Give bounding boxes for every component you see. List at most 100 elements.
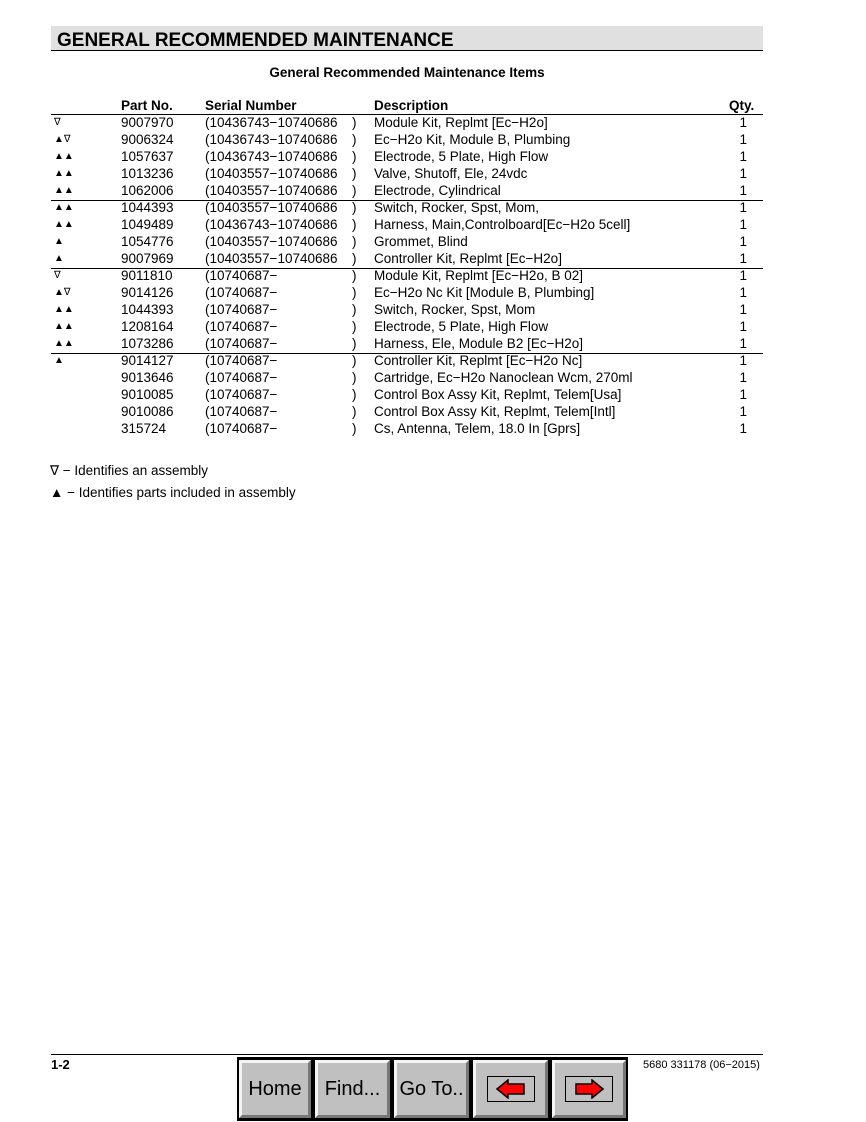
description: Switch, Rocker, Spst, Mom, <box>374 200 540 215</box>
table-row: 9010085 (10740687−) Control Box Assy Kit, … <box>0 387 866 404</box>
serial-close: ) <box>352 217 357 232</box>
serial-close: ) <box>352 115 357 130</box>
quantity: 1 <box>739 217 747 232</box>
table-row: ▲▲ 1062006 (10403557−10740686) Electrode, C… <box>0 183 866 200</box>
assembly-marker: ▲∇ <box>54 134 71 145</box>
part-number: 1044393 <box>121 200 174 215</box>
description: Harness, Ele, Module B2 [Ec−H2o] <box>374 336 583 351</box>
serial-close: ) <box>352 421 357 436</box>
table-row: ∇ 9007970 (10436743−10740686) Module Kit, R… <box>0 115 866 132</box>
description: Valve, Shutoff, Ele, 24vdc <box>374 166 528 181</box>
serial-close: ) <box>352 387 357 402</box>
serial-number: (10740687− <box>205 302 278 317</box>
col-desc: Description <box>374 98 449 113</box>
serial-number: (10740687− <box>205 387 278 402</box>
quantity: 1 <box>739 285 747 300</box>
description: Grommet, Blind <box>374 234 468 249</box>
part-number: 1054776 <box>121 234 174 249</box>
prev-page-button[interactable] <box>473 1060 548 1118</box>
part-number: 1073286 <box>121 336 174 351</box>
quantity: 1 <box>739 183 747 198</box>
serial-close: ) <box>352 166 357 181</box>
serial-close: ) <box>352 200 357 215</box>
serial-number: (10740687− <box>205 370 278 385</box>
assembly-marker: ▲▲ <box>54 168 74 179</box>
part-number: 9011810 <box>121 268 173 283</box>
assembly-marker: ▲ <box>54 236 64 247</box>
part-number: 1208164 <box>121 319 174 334</box>
serial-close: ) <box>352 353 357 368</box>
assembly-marker: ▲▲ <box>54 338 74 349</box>
table-row: ▲▲ 1044393 (10740687−) Switch, Rocker, Spst… <box>0 302 866 319</box>
footer-line <box>51 1054 763 1055</box>
quantity: 1 <box>739 149 747 164</box>
quantity: 1 <box>739 268 747 283</box>
serial-close: ) <box>352 268 357 283</box>
right-arrow-icon <box>575 1079 605 1099</box>
table-row: ∇ 9011810 (10740687−) Module Kit, Replmt [E… <box>0 268 866 285</box>
table-row: ▲ 1054776 (10403557−10740686) Grommet, Blin… <box>0 234 866 251</box>
table-row: ▲▲ 1013236 (10403557−10740686) Valve, Shuto… <box>0 166 866 183</box>
part-number: 9010085 <box>121 387 174 402</box>
assembly-marker: ▲▲ <box>54 304 74 315</box>
serial-close: ) <box>352 404 357 419</box>
serial-close: ) <box>352 336 357 351</box>
description: Controller Kit, Replmt [Ec−H2o] <box>374 251 562 266</box>
description: Ec−H2o Nc Kit [Module B, Plumbing] <box>374 285 595 300</box>
table-row: ▲ 9014127 (10740687−) Controller Kit, Replm… <box>0 353 866 370</box>
serial-close: ) <box>352 319 357 334</box>
quantity: 1 <box>739 319 747 334</box>
part-number: 315724 <box>121 421 167 436</box>
assembly-marker: ▲▲ <box>54 219 74 230</box>
serial-close: ) <box>352 132 357 147</box>
serial-number: (10403557−10740686 <box>205 200 338 215</box>
quantity: 1 <box>739 336 747 351</box>
left-arrow-icon <box>495 1079 525 1099</box>
doc-number: 5680 331178 (06−2015) <box>643 1059 760 1071</box>
legend-parts: ▲ − Identifies parts included in assembl… <box>50 485 296 500</box>
quantity: 1 <box>739 387 747 402</box>
quantity: 1 <box>739 115 747 130</box>
quantity: 1 <box>739 166 747 181</box>
part-number: 1062006 <box>121 183 174 198</box>
description: Module Kit, Replmt [Ec−H2o] <box>374 115 548 130</box>
description: Module Kit, Replmt [Ec−H2o, B 02] <box>374 268 583 283</box>
part-number: 9013646 <box>121 370 174 385</box>
group-divider <box>51 268 763 269</box>
part-number: 9007970 <box>121 115 174 130</box>
col-serial: Serial Number <box>205 98 297 113</box>
table-row: ▲▲ 1049489 (10436743−10740686) Harness, Mai… <box>0 217 866 234</box>
serial-close: ) <box>352 183 357 198</box>
serial-number: (10403557−10740686 <box>205 251 338 266</box>
home-button[interactable]: Home <box>239 1060 311 1118</box>
description: Electrode, 5 Plate, High Flow <box>374 149 549 164</box>
table-row: 9013646 (10740687−) Cartridge, Ec−H2o Nano… <box>0 370 866 387</box>
page-number: 1-2 <box>51 1057 70 1072</box>
assembly-marker: ▲▲ <box>54 151 74 162</box>
table-row: ▲▲ 1044393 (10403557−10740686) Switch, Rock… <box>0 200 866 217</box>
part-number: 9006324 <box>121 132 174 147</box>
quantity: 1 <box>739 132 747 147</box>
find-button[interactable]: Find... <box>315 1060 390 1118</box>
serial-number: (10436743−10740686 <box>205 115 338 130</box>
serial-number: (10740687− <box>205 268 278 283</box>
description: Cs, Antenna, Telem, 18.0 In [Gprs] <box>374 421 581 436</box>
serial-number: (10403557−10740686 <box>205 183 338 198</box>
serial-number: (10403557−10740686 <box>205 234 338 249</box>
part-number: 1057637 <box>121 149 174 164</box>
table-row: ▲▲ 1057637 (10436743−10740686) Electrode, 5… <box>0 149 866 166</box>
quantity: 1 <box>739 200 747 215</box>
table-row: ▲▲ 1208164 (10740687−) Electrode, 5 Plate, … <box>0 319 866 336</box>
table-row: ▲∇ 9014126 (10740687−) Ec−H2o Nc Kit [Modul… <box>0 285 866 302</box>
serial-number: (10436743−10740686 <box>205 217 338 232</box>
serial-close: ) <box>352 285 357 300</box>
quantity: 1 <box>739 234 747 249</box>
goto-button[interactable]: Go To.. <box>394 1060 469 1118</box>
next-page-button[interactable] <box>552 1060 626 1118</box>
table-row: 9010086 (10740687−) Control Box Assy Kit, … <box>0 404 866 421</box>
quantity: 1 <box>739 404 747 419</box>
assembly-marker: ▲▲ <box>54 185 74 196</box>
table-title: General Recommended Maintenance Items <box>269 65 545 80</box>
description: Control Box Assy Kit, Replmt, Telem[Usa] <box>374 387 622 402</box>
serial-number: (10740687− <box>205 421 278 436</box>
